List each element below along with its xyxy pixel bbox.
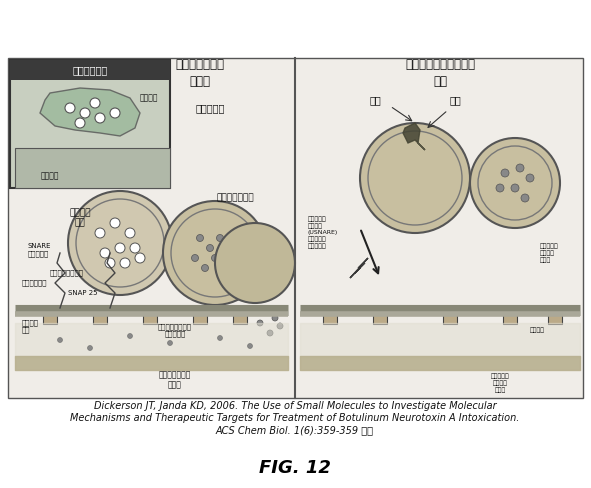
FancyBboxPatch shape [10, 60, 170, 188]
Circle shape [130, 243, 140, 253]
Circle shape [232, 255, 239, 262]
Circle shape [120, 258, 130, 268]
FancyBboxPatch shape [233, 308, 247, 324]
Circle shape [267, 330, 273, 336]
FancyBboxPatch shape [193, 308, 207, 324]
Circle shape [110, 218, 120, 228]
Circle shape [216, 235, 223, 242]
Text: SNAP 25: SNAP 25 [68, 290, 98, 296]
Circle shape [215, 223, 295, 303]
Text: ボツリヌス
神経毒素
受容体: ボツリヌス 神経毒素 受容体 [491, 373, 509, 393]
Circle shape [217, 336, 222, 341]
FancyBboxPatch shape [8, 58, 583, 398]
Text: Mechanisms and Therapeutic Targets for Treatment of Botulinum Neurotoxin A Intox: Mechanisms and Therapeutic Targets for T… [70, 413, 519, 423]
FancyBboxPatch shape [93, 308, 107, 324]
Circle shape [248, 344, 252, 348]
Text: ニューロン: ニューロン [195, 103, 225, 113]
Text: シナプトブレビン: シナプトブレビン [50, 270, 84, 276]
Circle shape [202, 264, 209, 271]
Circle shape [257, 320, 263, 326]
Circle shape [80, 108, 90, 118]
Text: 軽鎖: 軽鎖 [369, 95, 381, 105]
Circle shape [167, 341, 173, 346]
Circle shape [163, 201, 267, 305]
FancyBboxPatch shape [10, 60, 170, 80]
Text: 神経毒素: 神経毒素 [530, 327, 545, 333]
Circle shape [95, 228, 105, 238]
Text: 神経筋接合部: 神経筋接合部 [72, 65, 108, 75]
Circle shape [105, 258, 115, 268]
Circle shape [90, 98, 100, 108]
Text: FIG. 12: FIG. 12 [259, 459, 331, 477]
FancyBboxPatch shape [323, 308, 337, 324]
Circle shape [206, 244, 213, 251]
Circle shape [272, 315, 278, 321]
Circle shape [87, 346, 93, 350]
Circle shape [128, 333, 132, 339]
Circle shape [95, 113, 105, 123]
Circle shape [262, 307, 268, 313]
FancyBboxPatch shape [443, 308, 457, 324]
Text: 軸索末端: 軸索末端 [140, 94, 158, 102]
Polygon shape [40, 88, 140, 136]
Circle shape [277, 323, 283, 329]
Circle shape [501, 169, 509, 177]
Circle shape [521, 194, 529, 202]
Circle shape [68, 191, 172, 295]
FancyBboxPatch shape [503, 308, 517, 324]
Circle shape [496, 184, 504, 192]
Text: 正常な伝達物質
の放出: 正常な伝達物質 の放出 [176, 58, 225, 88]
Circle shape [57, 338, 63, 343]
Circle shape [135, 253, 145, 263]
FancyBboxPatch shape [143, 308, 157, 324]
FancyBboxPatch shape [548, 308, 562, 324]
Circle shape [526, 174, 534, 182]
Circle shape [470, 138, 560, 228]
Circle shape [65, 103, 75, 113]
FancyBboxPatch shape [43, 308, 57, 324]
Circle shape [110, 108, 120, 118]
Text: SNARE
タンパク質: SNARE タンパク質 [28, 243, 51, 257]
Text: シンタクシン: シンタクシン [22, 280, 47, 286]
Circle shape [511, 184, 519, 192]
Text: ボツリヌス神経毒素の
作用: ボツリヌス神経毒素の 作用 [405, 58, 475, 88]
FancyBboxPatch shape [373, 308, 387, 324]
Circle shape [226, 244, 233, 251]
FancyBboxPatch shape [15, 148, 170, 188]
Circle shape [216, 269, 223, 277]
Circle shape [196, 235, 203, 242]
Circle shape [75, 118, 85, 128]
Text: Dickerson JT, Janda KD, 2006. The Use of Small Molecules to Investigate Molecula: Dickerson JT, Janda KD, 2006. The Use of… [94, 401, 496, 411]
Text: ボツリヌス
神経毒素
(USNARE)
タンパク質
を切除する: ボツリヌス 神経毒素 (USNARE) タンパク質 を切除する [308, 217, 338, 249]
Circle shape [115, 243, 125, 253]
Text: アセチルコリン: アセチルコリン [216, 194, 254, 203]
Text: 重鎖: 重鎖 [449, 95, 461, 105]
Circle shape [125, 228, 135, 238]
Circle shape [360, 123, 470, 233]
Text: 筋肉細脹: 筋肉細脹 [41, 171, 59, 181]
Circle shape [212, 255, 219, 262]
Text: ボツリヌス
神経毒素
受容体: ボツリヌス 神経毒素 受容体 [540, 243, 558, 263]
Text: シナプス
小胞: シナプス 小胞 [69, 208, 91, 228]
Text: アセチルコリン
受容体: アセチルコリン 受容体 [159, 370, 191, 390]
Circle shape [222, 260, 229, 266]
Polygon shape [403, 123, 425, 150]
Text: アセチルコリンが
散布される: アセチルコリンが 散布される [158, 323, 192, 337]
Circle shape [100, 248, 110, 258]
Circle shape [191, 255, 199, 262]
Polygon shape [350, 258, 368, 278]
Text: ACS Chem Biol. 1(6):359-359 より: ACS Chem Biol. 1(6):359-359 より [216, 425, 374, 435]
Text: シナプス
細脹: シナプス 細脹 [22, 319, 39, 333]
Circle shape [516, 164, 524, 172]
